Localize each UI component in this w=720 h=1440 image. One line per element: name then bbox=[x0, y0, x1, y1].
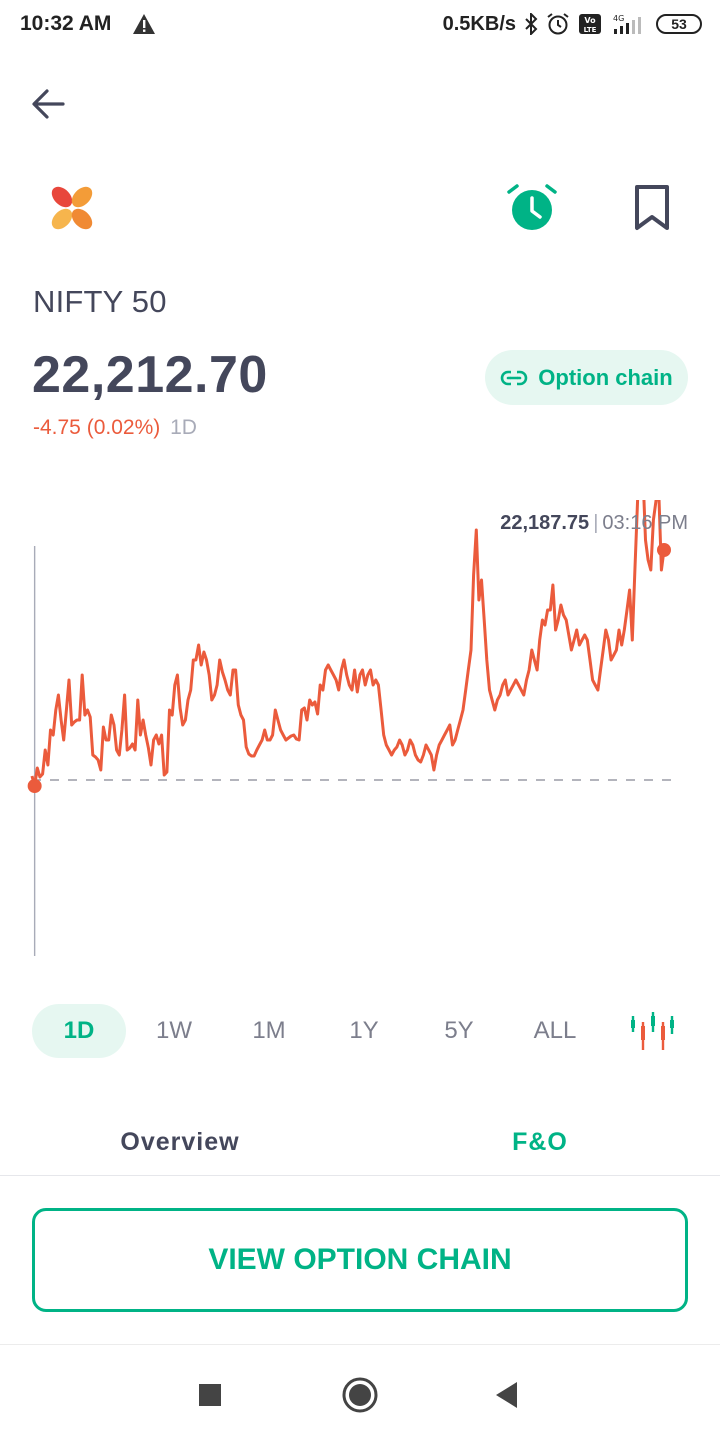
option-chain-chip[interactable]: Option chain bbox=[485, 350, 688, 405]
price-line bbox=[30, 500, 666, 788]
price-change-row: -4.75 (0.02%) 1D bbox=[33, 416, 197, 440]
battery-level: 53 bbox=[671, 16, 687, 32]
tab-fo[interactable]: F&O bbox=[512, 1128, 568, 1156]
volte-icon: Vo LTE bbox=[579, 14, 601, 34]
svg-text:LTE: LTE bbox=[584, 26, 597, 34]
range-1w[interactable]: 1W bbox=[156, 1017, 192, 1044]
range-1y[interactable]: 1Y bbox=[349, 1017, 379, 1044]
candlestick-icon bbox=[631, 1012, 674, 1050]
net-speed: 0.5KB/s bbox=[442, 12, 516, 35]
alarm-icon bbox=[547, 13, 569, 35]
chart-tooltip: 22,187.75 | 03:16 PM bbox=[500, 512, 688, 535]
warning-icon bbox=[133, 14, 155, 34]
change-period: 1D bbox=[170, 416, 197, 439]
home-button[interactable] bbox=[340, 1375, 380, 1415]
tooltip-time: 03:16 PM bbox=[602, 512, 688, 534]
status-icons: 0.5KB/s Vo LTE 4G 53 bbox=[443, 10, 702, 38]
range-all[interactable]: ALL bbox=[533, 1017, 577, 1044]
battery-icon: 53 bbox=[656, 14, 702, 34]
alarm-clock-icon bbox=[507, 184, 557, 230]
current-price: 22,212.70 bbox=[32, 346, 268, 404]
range-1d[interactable]: 1D bbox=[32, 1004, 126, 1058]
signal-icon: 4G bbox=[613, 14, 641, 34]
price-alert-button[interactable] bbox=[505, 183, 559, 233]
groww-logo bbox=[51, 186, 93, 230]
crosshair-point bbox=[27, 779, 42, 793]
status-bar: 10:32 AM 0.5KB/s Vo LTE 4G 53 bbox=[0, 0, 720, 50]
range-selector: 1D 1W 1M 1Y 5Y ALL bbox=[32, 1004, 688, 1058]
link-icon bbox=[500, 369, 528, 386]
system-nav-bar bbox=[0, 1344, 720, 1440]
bluetooth-icon bbox=[525, 13, 538, 35]
tab-overview[interactable]: Overview bbox=[120, 1128, 240, 1156]
status-time: 10:32 AM bbox=[20, 12, 112, 35]
back-button[interactable] bbox=[28, 84, 68, 124]
system-back-button[interactable] bbox=[488, 1375, 528, 1415]
price-change: -4.75 (0.02%) bbox=[33, 416, 161, 439]
section-tabs: Overview F&O bbox=[0, 1110, 720, 1176]
chart-type-button[interactable] bbox=[628, 1010, 676, 1052]
svg-text:Vo: Vo bbox=[584, 16, 596, 25]
network-label: 4G bbox=[613, 14, 624, 23]
instrument-name: NIFTY 50 bbox=[33, 284, 167, 319]
bookmark-icon bbox=[635, 185, 669, 230]
range-1m[interactable]: 1M bbox=[252, 1017, 286, 1044]
bookmark-button[interactable] bbox=[630, 184, 674, 232]
recents-square-icon bbox=[199, 1384, 221, 1406]
home-circle-icon bbox=[342, 1377, 378, 1413]
tooltip-value: 22,187.75 bbox=[500, 512, 590, 534]
recents-button[interactable] bbox=[190, 1375, 230, 1415]
view-option-chain-button[interactable]: VIEW OPTION CHAIN bbox=[32, 1208, 688, 1312]
arrow-left-icon bbox=[32, 89, 65, 119]
last-price-point bbox=[657, 543, 671, 557]
tooltip-separator: | bbox=[593, 512, 599, 534]
option-chain-chip-label: Option chain bbox=[538, 364, 673, 390]
price-chart[interactable] bbox=[0, 500, 720, 960]
back-triangle-icon bbox=[496, 1382, 517, 1408]
range-5y[interactable]: 5Y bbox=[444, 1017, 474, 1044]
